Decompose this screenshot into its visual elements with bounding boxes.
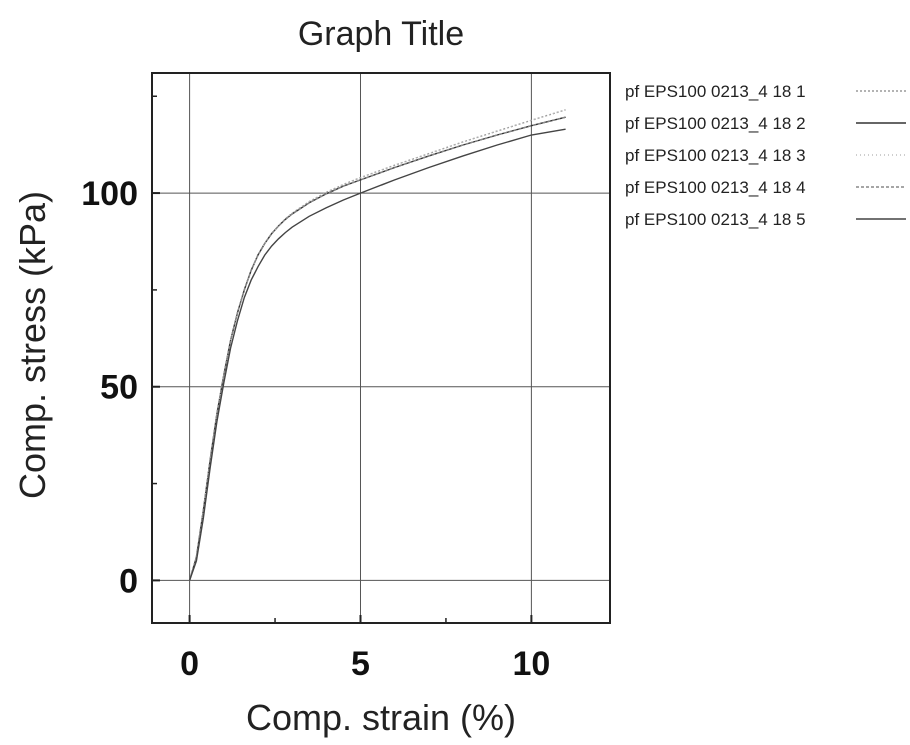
grid-lines bbox=[152, 73, 610, 623]
legend-label: pf EPS100 0213_4 18 1 bbox=[625, 82, 806, 101]
y-tick-label: 50 bbox=[100, 369, 138, 407]
y-axis-label: Comp. stress (kPa) bbox=[12, 191, 53, 499]
series-lines bbox=[188, 109, 566, 581]
y-tick-label: 100 bbox=[81, 175, 138, 213]
x-axis-label: Comp. strain (%) bbox=[246, 697, 516, 738]
legend: pf EPS100 0213_4 18 1 pf EPS100 0213_4 18… bbox=[625, 82, 906, 229]
series-line-3 bbox=[188, 109, 566, 581]
series-line-1 bbox=[188, 109, 566, 581]
chart-title: Graph Title bbox=[298, 15, 464, 53]
legend-label: pf EPS100 0213_4 18 3 bbox=[625, 146, 806, 165]
x-tick-label: 0 bbox=[180, 645, 199, 683]
series-line-4 bbox=[188, 116, 566, 581]
legend-label: pf EPS100 0213_4 18 2 bbox=[625, 114, 806, 133]
x-tick-label: 5 bbox=[351, 645, 370, 683]
x-tick-label: 10 bbox=[512, 645, 550, 683]
legend-label: pf EPS100 0213_4 18 5 bbox=[625, 210, 806, 229]
y-tick-label: 0 bbox=[119, 562, 138, 600]
legend-label: pf EPS100 0213_4 18 4 bbox=[625, 178, 806, 197]
plot-frame bbox=[151, 72, 611, 624]
series-line-5 bbox=[188, 128, 566, 581]
